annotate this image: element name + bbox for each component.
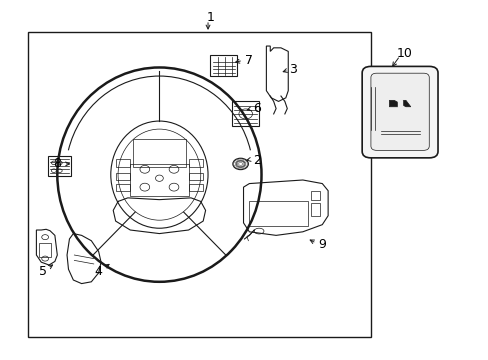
Text: 3: 3 [288, 63, 296, 76]
Bar [188, 173, 203, 180]
Bar [188, 158, 203, 167]
Bar [249, 202, 307, 226]
Text: 4: 4 [95, 265, 102, 278]
Bar [116, 173, 130, 180]
Text: 8: 8 [53, 157, 61, 170]
Text: 5: 5 [39, 265, 47, 278]
Bar [210, 55, 237, 76]
Bar [232, 102, 259, 126]
Bar [28, 32, 370, 337]
FancyBboxPatch shape [362, 66, 437, 158]
Bar [39, 243, 51, 257]
Bar [310, 191, 320, 200]
Text: 6: 6 [252, 102, 260, 115]
Polygon shape [399, 100, 410, 107]
Text: 7: 7 [245, 54, 253, 67]
Text: 1: 1 [206, 11, 214, 24]
FancyBboxPatch shape [370, 73, 428, 150]
Polygon shape [388, 100, 399, 107]
Text: 10: 10 [396, 47, 412, 60]
Bar [116, 184, 130, 191]
Text: 2: 2 [252, 154, 260, 167]
Bar [47, 156, 71, 176]
Bar [130, 164, 188, 196]
Bar [132, 139, 186, 167]
Text: 9: 9 [318, 238, 325, 251]
Polygon shape [397, 100, 401, 107]
Bar [188, 184, 203, 191]
Bar [310, 203, 320, 216]
Bar [116, 158, 130, 167]
